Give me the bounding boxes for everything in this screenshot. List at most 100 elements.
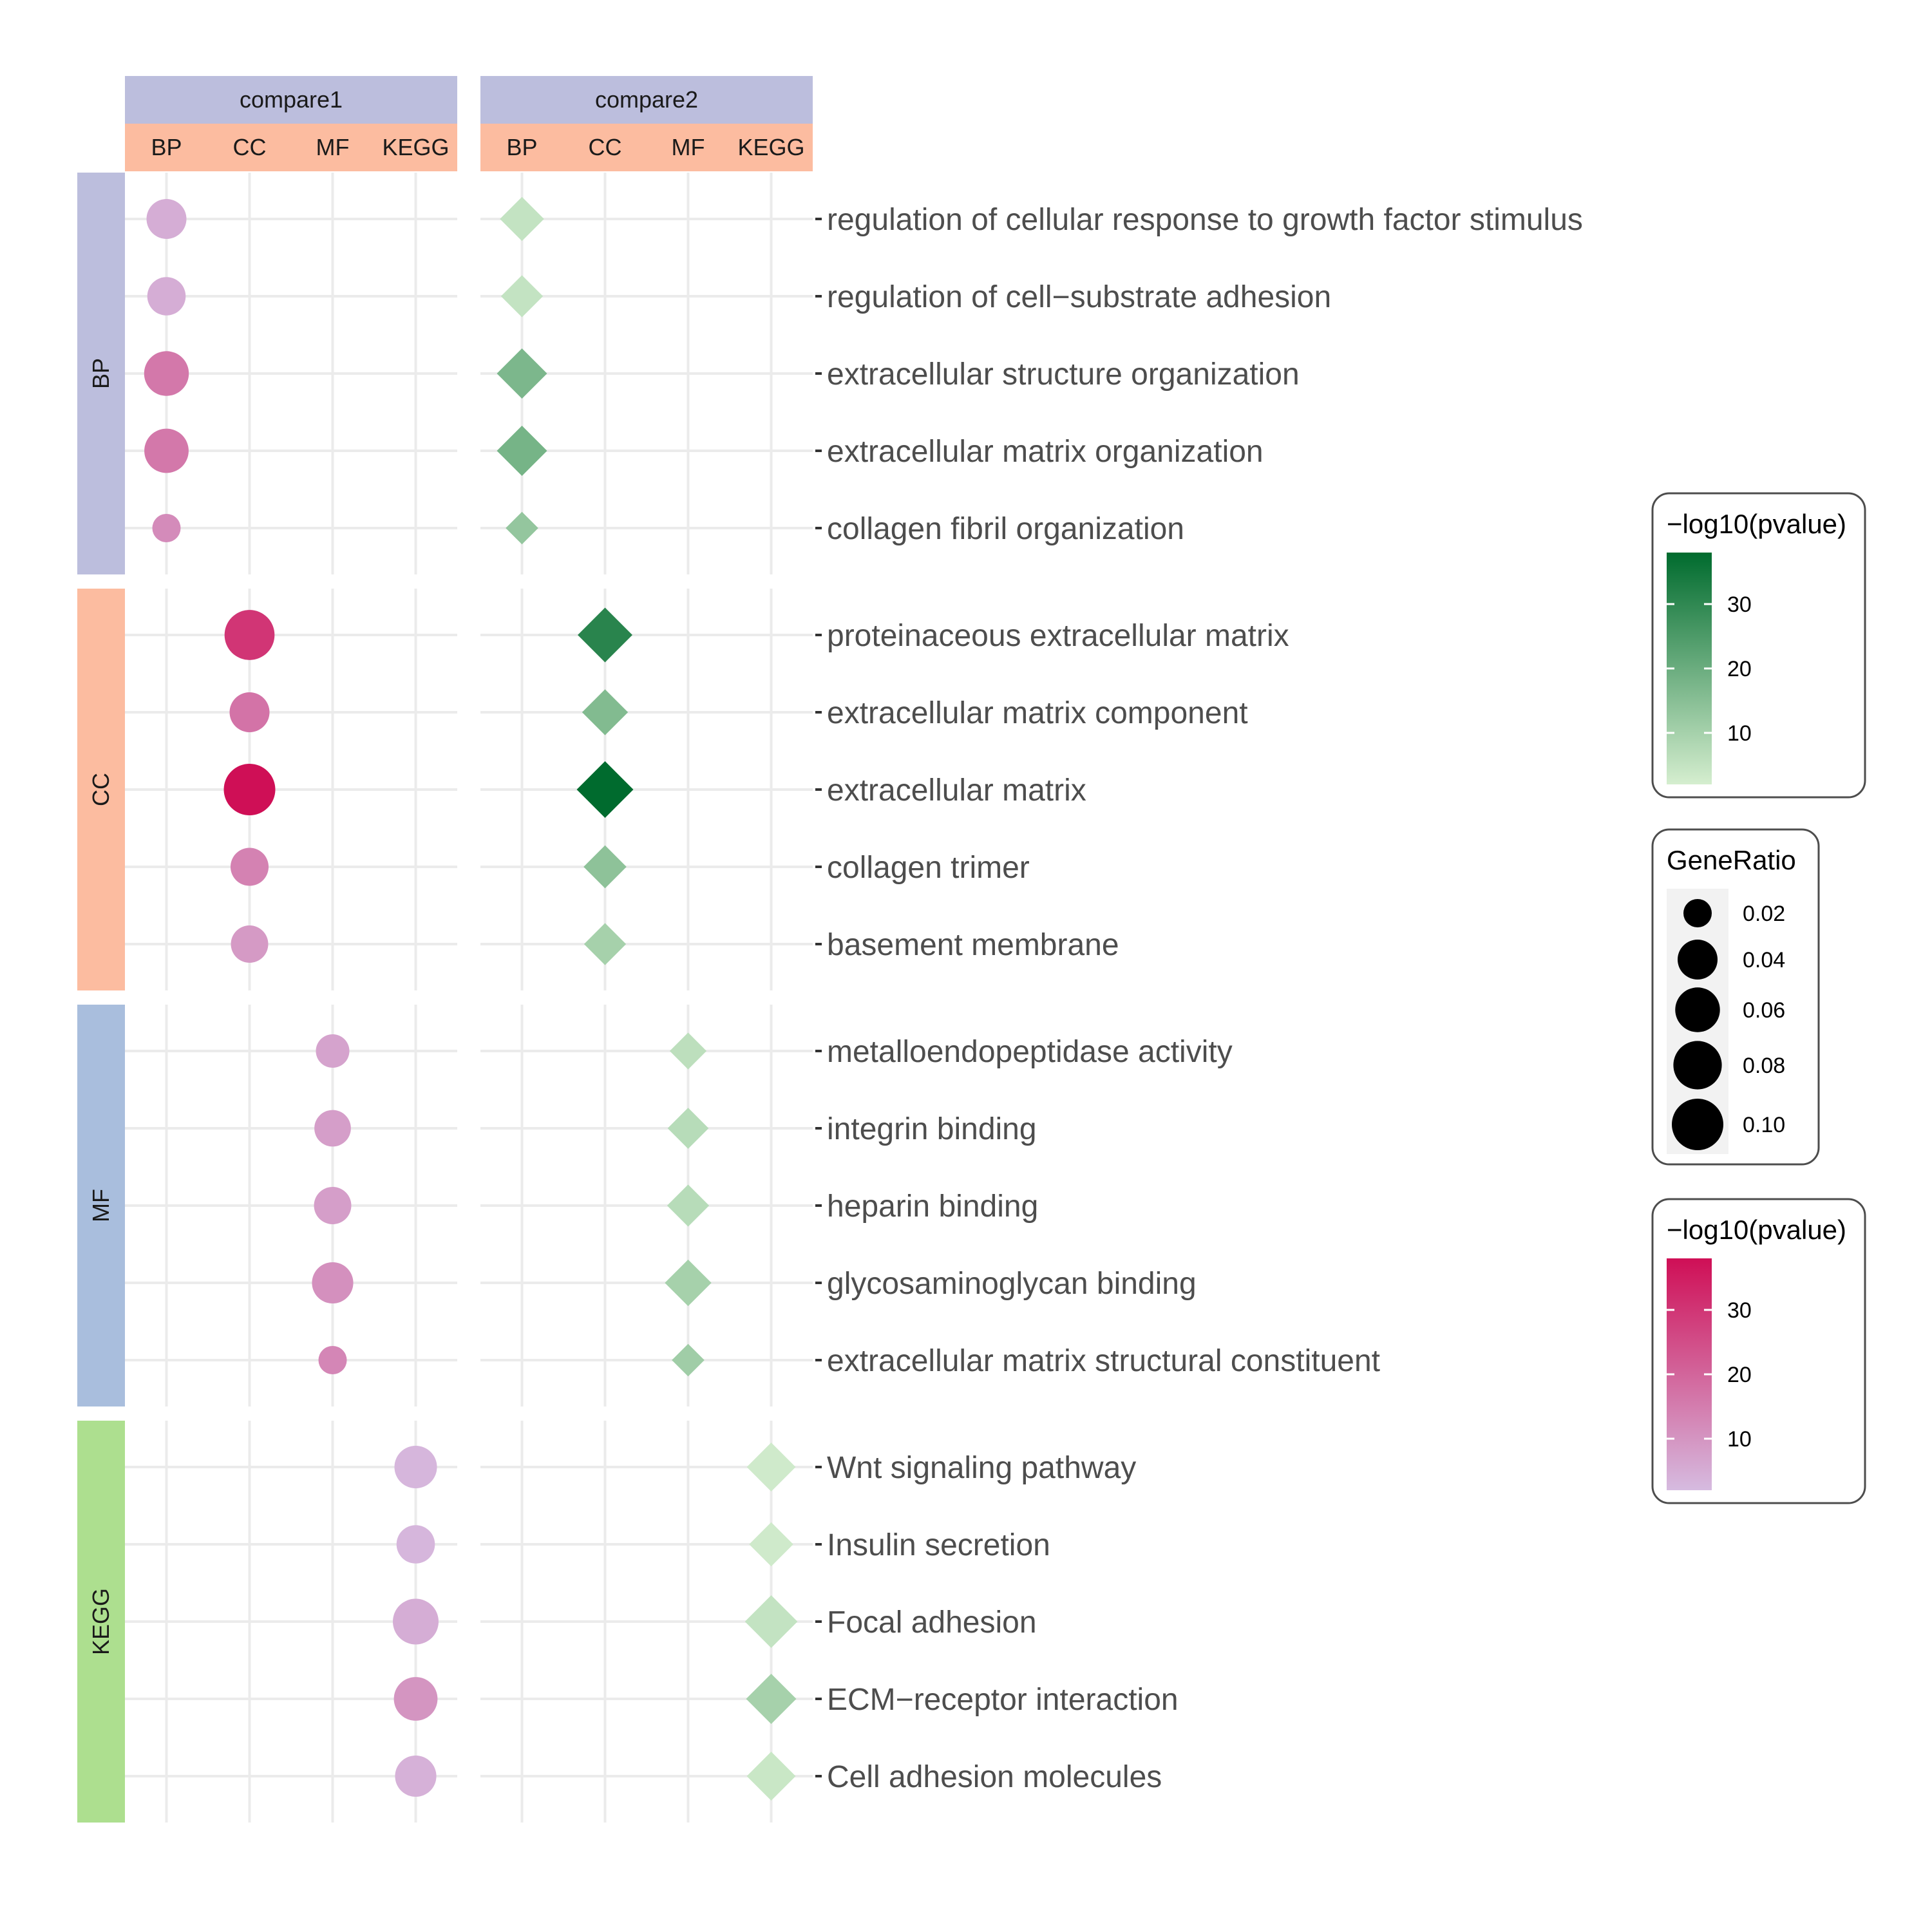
point-compare1-collagen-fibril-organization bbox=[152, 514, 181, 542]
term-label: extracellular matrix component bbox=[827, 696, 1248, 730]
legend-size-key bbox=[1673, 1041, 1722, 1090]
term-label: integrin binding bbox=[827, 1112, 1037, 1146]
point-compare1-extracellular-structure-organization bbox=[144, 351, 189, 396]
point-compare1-extracellular-matrix bbox=[223, 764, 276, 815]
row-group-strip bbox=[77, 589, 125, 990]
row-group-strip bbox=[77, 173, 125, 574]
point-compare2-collagen-trimer bbox=[583, 845, 627, 889]
point-compare2-extracellular-structure-organization bbox=[497, 348, 547, 399]
term-label: extracellular matrix organization bbox=[827, 435, 1264, 469]
legend-size-key bbox=[1675, 987, 1720, 1032]
point-compare1-wnt-signaling-pathway bbox=[394, 1445, 437, 1489]
legend-title: −log10(pvalue) bbox=[1667, 1215, 1846, 1245]
term-label: extracellular matrix structural constitu… bbox=[827, 1344, 1380, 1378]
legend-title: −log10(pvalue) bbox=[1667, 509, 1846, 539]
point-compare2-heparin-binding bbox=[667, 1184, 710, 1227]
point-compare2-metalloendopeptidase-activity bbox=[669, 1032, 707, 1070]
row-group-label: CC bbox=[88, 773, 114, 806]
point-compare2-focal-adhesion bbox=[744, 1595, 798, 1648]
legend-size-label: 0.08 bbox=[1743, 1054, 1785, 1078]
point-compare2-collagen-fibril-organization bbox=[506, 511, 538, 545]
column-category-strip bbox=[125, 124, 457, 171]
point-compare1-extracellular-matrix-organization bbox=[144, 428, 189, 473]
column-category-strip bbox=[480, 124, 813, 171]
column-category-label: KEGG bbox=[737, 134, 804, 160]
term-label: heparin binding bbox=[827, 1189, 1038, 1224]
term-label: glycosaminoglycan binding bbox=[827, 1267, 1197, 1301]
point-compare2-wnt-signaling-pathway bbox=[746, 1443, 796, 1492]
point-compare2-extracellular-matrix-organization bbox=[497, 426, 547, 476]
point-compare2-integrin-binding bbox=[667, 1108, 709, 1149]
point-compare2-ecm-receptor-interaction bbox=[746, 1674, 797, 1724]
legend-tick-label: 30 bbox=[1727, 1298, 1752, 1323]
column-category-label: BP bbox=[506, 134, 537, 160]
point-compare1-proteinaceous-extracellular-matrix bbox=[224, 610, 275, 660]
comparison-strip-label: compare1 bbox=[240, 86, 343, 113]
legends: −log10(pvalue) 10 20 30 −log10(pvalue) 10 20 30… bbox=[1651, 492, 1866, 1504]
row-group-strip bbox=[77, 1421, 125, 1823]
column-category-label: CC bbox=[233, 134, 267, 160]
point-compare1-focal-adhesion bbox=[393, 1598, 439, 1645]
comparison-strip-label: compare2 bbox=[595, 86, 698, 113]
legend-size-key bbox=[1683, 899, 1712, 927]
column-category-label: BP bbox=[151, 134, 182, 160]
column-category-label: MF bbox=[672, 134, 705, 160]
point-compare2-extracellular-matrix-structural-constituent bbox=[672, 1343, 705, 1377]
point-compare2-cell-adhesion-molecules bbox=[746, 1752, 796, 1801]
axis-ticks bbox=[815, 218, 822, 1777]
legend-tick-label: 10 bbox=[1727, 721, 1752, 746]
term-label: regulation of cell−substrate adhesion bbox=[827, 280, 1331, 314]
term-label: proteinaceous extracellular matrix bbox=[827, 619, 1289, 653]
term-labels: regulation of cellular response to growt… bbox=[827, 203, 1583, 1794]
point-compare1-ecm-receptor-interaction bbox=[393, 1677, 438, 1721]
legend-size-key bbox=[1672, 1099, 1723, 1150]
point-compare2-regulation-of-cellular-response-to-growth-factor-stimulus bbox=[500, 196, 544, 242]
row-group-label: MF bbox=[88, 1189, 114, 1222]
legend-tick-label: 20 bbox=[1727, 657, 1752, 681]
legend-tick-label: 30 bbox=[1727, 592, 1752, 617]
term-label: extracellular structure organization bbox=[827, 357, 1300, 392]
legend-size-label: 0.04 bbox=[1743, 948, 1785, 972]
point-compare2-basement-membrane bbox=[583, 923, 627, 965]
point-compare1-heparin-binding bbox=[314, 1187, 352, 1224]
legend-generatio: GeneRatio 0.02 0.04 0.06 0.08 0.10 bbox=[1651, 828, 1820, 1166]
point-compare2-extracellular-matrix bbox=[576, 761, 634, 818]
point-compare1-basement-membrane bbox=[231, 925, 269, 963]
legend-colorbar-compare1: −log10(pvalue) 10 20 30 bbox=[1651, 1198, 1866, 1504]
term-label: Insulin secretion bbox=[827, 1528, 1050, 1562]
point-compare1-metalloendopeptidase-activity bbox=[316, 1034, 350, 1068]
point-compare1-extracellular-matrix-component bbox=[229, 692, 270, 732]
legend-tick-label: 20 bbox=[1727, 1363, 1752, 1387]
legend-size-label: 0.10 bbox=[1743, 1113, 1785, 1137]
point-compare1-insulin-secretion bbox=[396, 1525, 435, 1564]
legend-size-label: 0.06 bbox=[1743, 998, 1785, 1023]
term-label: Wnt signaling pathway bbox=[827, 1451, 1136, 1485]
facet-strips: compare1 BP CC MF KEGG compare2 BP CC MF KEGG BP CC… bbox=[77, 76, 813, 1823]
term-label: collagen trimer bbox=[827, 851, 1030, 885]
legend-tick-label: 10 bbox=[1727, 1427, 1752, 1452]
column-category-label: MF bbox=[316, 134, 350, 160]
point-compare2-proteinaceous-extracellular-matrix bbox=[578, 607, 632, 663]
row-group-label: BP bbox=[88, 358, 114, 389]
point-compare1-integrin-binding bbox=[314, 1110, 351, 1147]
point-compare2-regulation-of-cell-substrate-adhesion bbox=[500, 275, 544, 317]
legend-size-label: 0.02 bbox=[1743, 902, 1785, 926]
point-compare1-regulation-of-cellular-response-to-growth-factor-stimulus bbox=[146, 199, 187, 239]
point-compare1-collagen-trimer bbox=[230, 848, 269, 886]
column-category-label: KEGG bbox=[382, 134, 449, 160]
point-compare2-extracellular-matrix-component bbox=[582, 689, 629, 735]
legend-title: GeneRatio bbox=[1667, 845, 1796, 875]
legend-colorbar-compare2: −log10(pvalue) 10 20 30 bbox=[1651, 492, 1866, 799]
point-compare1-cell-adhesion-molecules bbox=[395, 1755, 437, 1797]
term-label: extracellular matrix bbox=[827, 773, 1086, 808]
legend-size-key bbox=[1678, 940, 1718, 980]
point-compare1-glycosaminoglycan-binding bbox=[312, 1262, 354, 1304]
term-label: ECM−receptor interaction bbox=[827, 1683, 1179, 1717]
row-group-strip bbox=[77, 1005, 125, 1406]
point-compare2-insulin-secretion bbox=[749, 1522, 793, 1567]
comparison-strip bbox=[480, 76, 813, 124]
point-compare1-regulation-of-cell-substrate-adhesion bbox=[147, 277, 186, 316]
term-label: regulation of cellular response to growt… bbox=[827, 203, 1583, 237]
